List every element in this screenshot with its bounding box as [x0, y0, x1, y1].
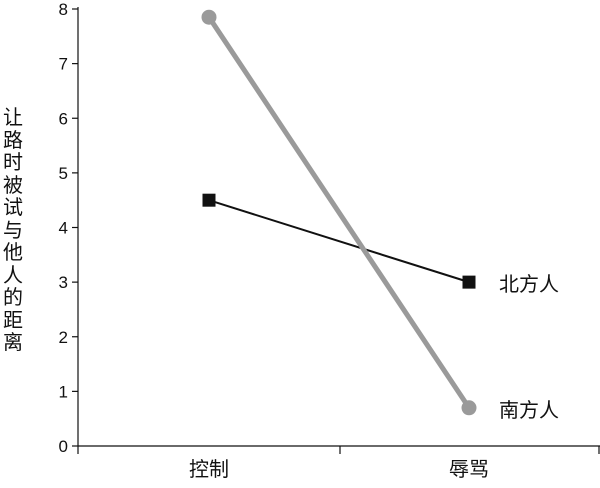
y-tick-label: 5	[59, 164, 68, 183]
y-tick-label: 7	[59, 55, 68, 74]
x-tick-label: 控制	[189, 457, 229, 481]
y-tick-label: 8	[59, 0, 68, 19]
data-point-square	[462, 275, 476, 289]
y-tick-label: 3	[59, 273, 68, 292]
data-point-circle	[201, 9, 217, 25]
y-tick-label: 6	[59, 109, 68, 128]
series-label: 北方人	[499, 272, 559, 296]
y-axis-label: 让路时被试与他人的距离	[3, 105, 23, 354]
y-tick-label: 2	[59, 328, 68, 347]
y-tick-label: 0	[59, 437, 68, 456]
data-point-square	[202, 193, 216, 207]
series-label: 南方人	[499, 398, 559, 422]
x-tick-label: 辱骂	[449, 457, 489, 481]
y-tick-label: 4	[59, 219, 68, 238]
series-line	[208, 199, 470, 284]
data-point-circle	[461, 400, 477, 416]
y-tick-label: 1	[59, 382, 68, 401]
series-line	[206, 14, 472, 411]
